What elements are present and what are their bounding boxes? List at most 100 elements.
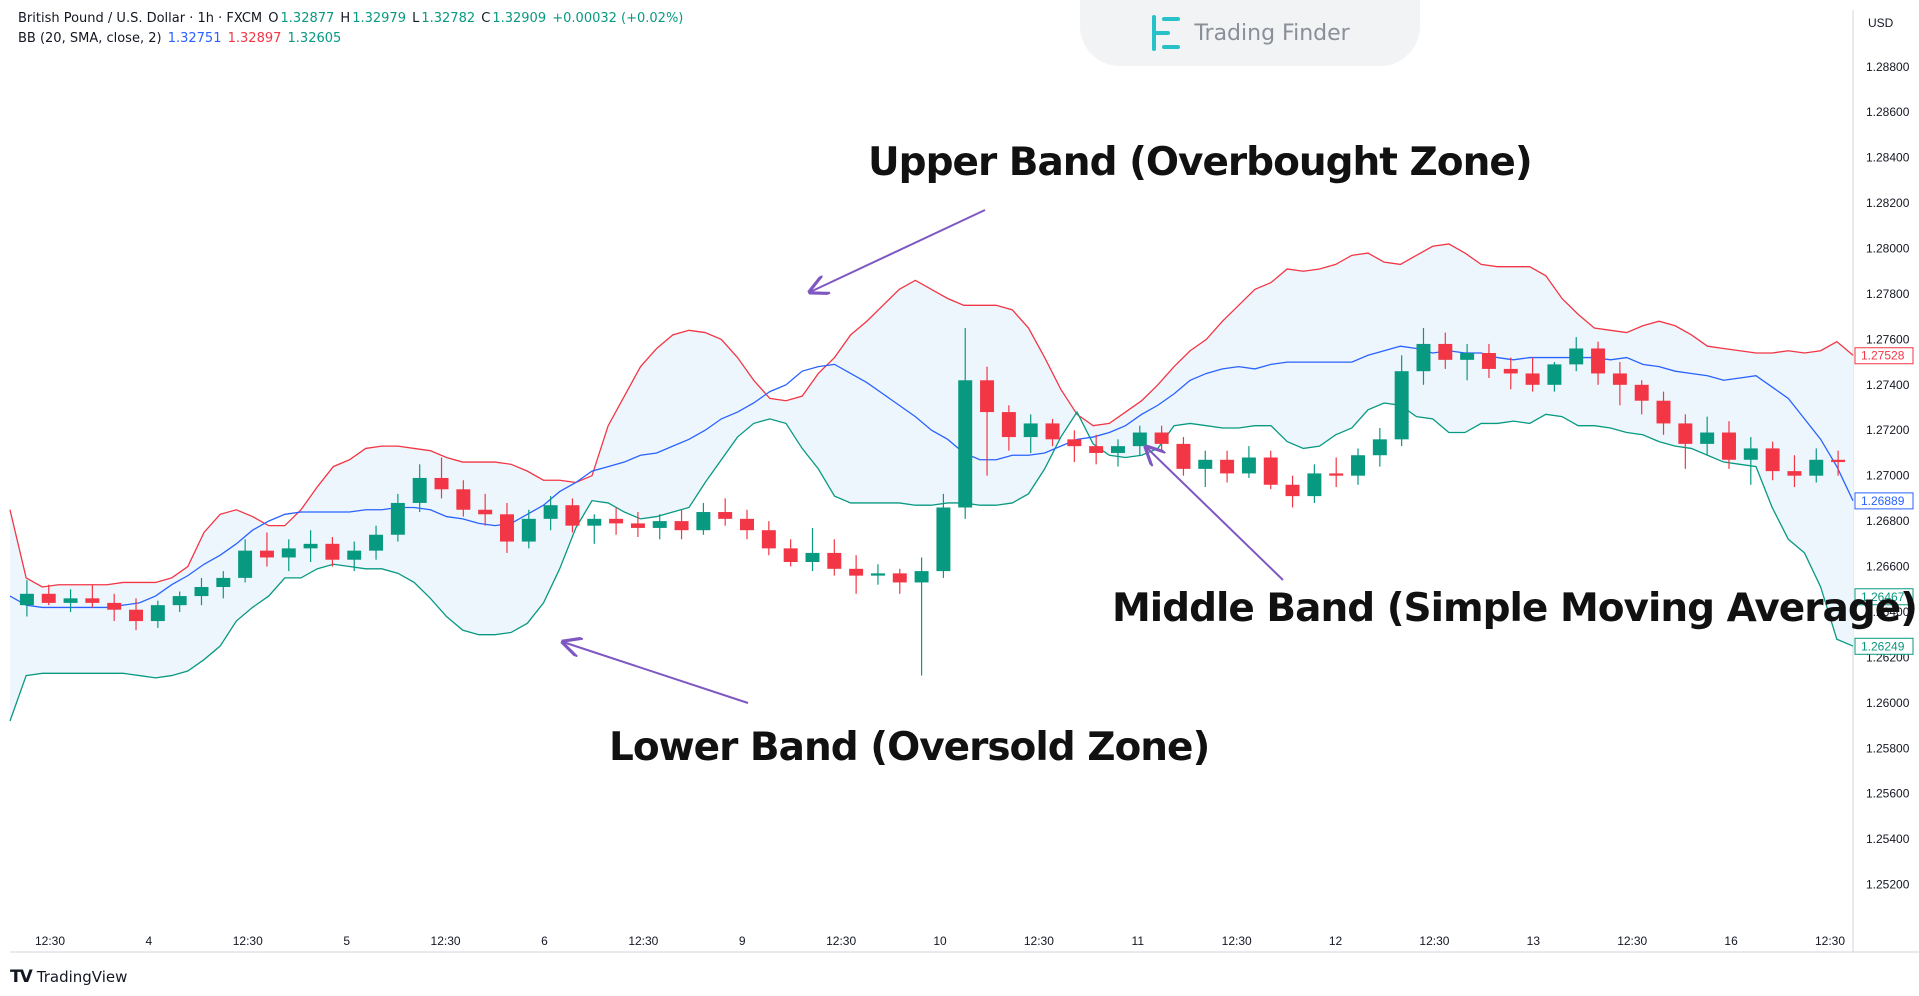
candle — [1481, 343, 1496, 378]
candle — [521, 509, 536, 549]
candle-body — [1285, 484, 1300, 497]
candle-body — [129, 609, 144, 622]
candle-body — [1110, 446, 1125, 453]
x-tick-label: 9 — [739, 934, 746, 948]
candle-body — [849, 568, 864, 576]
candle-body — [1787, 471, 1802, 476]
candle — [1831, 450, 1846, 476]
x-tick-label: 12:30 — [1222, 934, 1252, 948]
candle-body — [740, 518, 755, 531]
candle — [543, 496, 558, 531]
y-tick-label: 1.27000 — [1866, 469, 1910, 483]
candle-body — [630, 523, 645, 528]
last-value-label: 1.26249 — [1861, 639, 1905, 653]
candle-body — [805, 552, 820, 562]
candle — [1656, 391, 1671, 435]
close-value: 1.32909 — [492, 11, 547, 26]
candle-body — [696, 512, 711, 531]
x-tick-label: 6 — [541, 934, 548, 948]
candle — [827, 539, 842, 576]
candle-body — [914, 571, 929, 583]
y-tick-label: 1.27600 — [1866, 332, 1910, 346]
candle — [1416, 328, 1431, 385]
candle — [41, 584, 56, 606]
candle-body — [1678, 423, 1693, 444]
annotation-lower-band: Lower Band (Oversold Zone) — [609, 725, 1210, 770]
x-tick-label: 12:30 — [431, 934, 461, 948]
low-value: 1.32782 — [421, 11, 476, 26]
x-tick-label: 12:30 — [628, 934, 658, 948]
y-tick-label: 1.27400 — [1866, 378, 1910, 392]
candle — [456, 480, 471, 517]
candle — [587, 514, 602, 544]
candle-body — [761, 530, 776, 549]
candle-body — [958, 380, 973, 508]
candle — [1132, 425, 1147, 456]
annotation-upper-band: Upper Band (Overbought Zone) — [868, 140, 1533, 185]
x-tick-label: 13 — [1527, 934, 1541, 948]
candle — [1678, 414, 1693, 469]
candle — [1612, 362, 1627, 406]
trading-finder-watermark: Trading Finder — [1080, 0, 1420, 66]
candle-body — [216, 577, 231, 587]
candle — [478, 493, 493, 526]
x-tick-label: 12 — [1329, 934, 1343, 948]
band-fill — [10, 243, 1853, 722]
candle-body — [194, 586, 209, 597]
candle-body — [499, 514, 514, 542]
symbol-legend: British Pound / U.S. Dollar · 1h · FXCM … — [18, 11, 684, 26]
candle-body — [1438, 343, 1453, 360]
annotation-middle-band: Middle Band (Simple Moving Average) — [1112, 586, 1918, 631]
candle-body — [1394, 371, 1409, 440]
y-tick-label: 1.25400 — [1866, 832, 1910, 846]
candle-body — [652, 521, 667, 528]
candle-body — [1241, 457, 1256, 474]
candle — [740, 509, 755, 540]
last-value-tag — [1854, 492, 1914, 510]
candle-body — [1416, 343, 1431, 372]
candle — [849, 555, 864, 594]
candles-group — [19, 328, 1846, 676]
last-value-tag — [1854, 347, 1914, 365]
candle — [630, 512, 645, 538]
candle-body — [870, 573, 885, 576]
candle — [1089, 434, 1104, 465]
bb-legend[interactable]: BB (20, SMA, close, 2) 1.32751 1.32897 1… — [18, 31, 343, 46]
candle — [129, 598, 144, 631]
candle-body — [238, 550, 253, 578]
candle — [412, 464, 427, 513]
bb-label: BB (20, SMA, close, 2) — [18, 31, 162, 46]
candle-body — [303, 543, 318, 549]
candle — [1787, 455, 1802, 488]
candle — [1351, 448, 1366, 485]
last-value-label: 1.27528 — [1861, 349, 1905, 363]
candle — [1241, 446, 1256, 478]
candle — [936, 493, 951, 578]
x-tick-label: 12:30 — [1617, 934, 1647, 948]
tradingview-logo[interactable]: TV TradingView — [10, 967, 127, 987]
candle-body — [936, 507, 951, 572]
y-tick-label: 1.28600 — [1866, 105, 1910, 119]
candle-body — [1721, 432, 1736, 460]
candle-body — [434, 477, 449, 490]
y-tick-label: 1.28800 — [1866, 60, 1910, 74]
tradingview-brand: TradingView — [36, 968, 128, 986]
candle — [565, 498, 580, 533]
candle — [1045, 418, 1060, 447]
candle-body — [1176, 443, 1191, 469]
candle — [1743, 437, 1758, 485]
candle-body — [565, 505, 580, 526]
y-tick-label: 1.26600 — [1866, 560, 1910, 574]
candle — [194, 577, 209, 606]
x-tick-label: 12:30 — [826, 934, 856, 948]
candle — [390, 493, 405, 542]
candle — [1067, 430, 1082, 463]
candle — [805, 527, 820, 572]
basis-line — [9, 345, 1854, 609]
currency-label[interactable]: USD — [1868, 16, 1894, 30]
candle-body — [325, 543, 340, 560]
candle — [1503, 357, 1518, 390]
candle — [718, 498, 733, 526]
candle — [499, 502, 514, 553]
